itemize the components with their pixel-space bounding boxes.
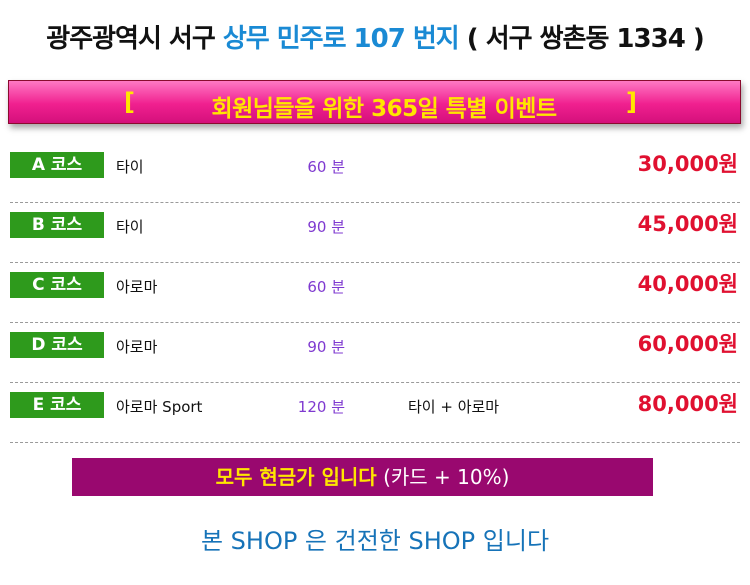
course-name: 아로마 Sport	[116, 398, 203, 416]
course-label: D 코스	[10, 332, 104, 358]
course-row-a: A 코스 타이 60 분 30,000원	[10, 143, 740, 203]
course-name: 타이	[116, 158, 144, 176]
course-name: 타이	[116, 218, 144, 236]
course-price: 80,000원	[637, 392, 738, 416]
course-duration: 60 분	[307, 158, 345, 176]
course-duration: 90 분	[307, 218, 345, 236]
course-price: 40,000원	[637, 272, 738, 296]
course-price: 60,000원	[637, 332, 738, 356]
event-bracket-left: [	[124, 88, 135, 116]
course-duration: 120 분	[297, 398, 345, 416]
course-label: B 코스	[10, 212, 104, 238]
course-price: 45,000원	[637, 212, 738, 236]
course-row-e: E 코스 아로마 Sport 120 분 타이 + 아로마 80,000원	[10, 383, 740, 443]
row-divider	[10, 382, 740, 383]
footer-note: 본 SHOP 은 건전한 SHOP 입니다	[200, 527, 550, 555]
card-surcharge-note: (카드 + 10%)	[383, 465, 510, 489]
row-divider	[10, 442, 740, 443]
course-name: 아로마	[116, 278, 158, 296]
course-duration: 90 분	[307, 338, 345, 356]
course-label: C 코스	[10, 272, 104, 298]
course-duration: 60 분	[307, 278, 345, 296]
course-label: A 코스	[10, 152, 104, 178]
row-divider	[10, 202, 740, 203]
event-bracket-right: ]	[626, 88, 637, 116]
cash-price-banner: 모두 현금가 입니다 (카드 + 10%)	[72, 458, 653, 496]
course-row-b: B 코스 타이 90 분 45,000원	[10, 203, 740, 263]
row-divider	[10, 322, 740, 323]
address-street: 상무 민주로 107 번지	[222, 24, 460, 54]
address-lot: ( 서구 쌍촌동 1334 )	[466, 24, 705, 54]
course-row-c: C 코스 아로마 60 분 40,000원	[10, 263, 740, 323]
address-city-district: 광주광역시 서구	[46, 24, 215, 54]
row-divider	[10, 262, 740, 263]
course-name: 아로마	[116, 338, 158, 356]
course-label: E 코스	[10, 392, 104, 418]
event-title: 회원님들을 위한 365일 특별 이벤트	[211, 96, 557, 122]
course-extra: 타이 + 아로마	[408, 398, 500, 416]
course-row-d: D 코스 아로마 90 분 60,000원	[10, 323, 740, 383]
cash-price-notice: 모두 현금가 입니다	[215, 465, 377, 489]
course-price: 30,000원	[637, 152, 738, 176]
address-heading: 광주광역시 서구 상무 민주로 107 번지 ( 서구 쌍촌동 1334 )	[0, 18, 750, 55]
event-banner: [ 회원님들을 위한 365일 특별 이벤트 ]	[8, 80, 741, 124]
